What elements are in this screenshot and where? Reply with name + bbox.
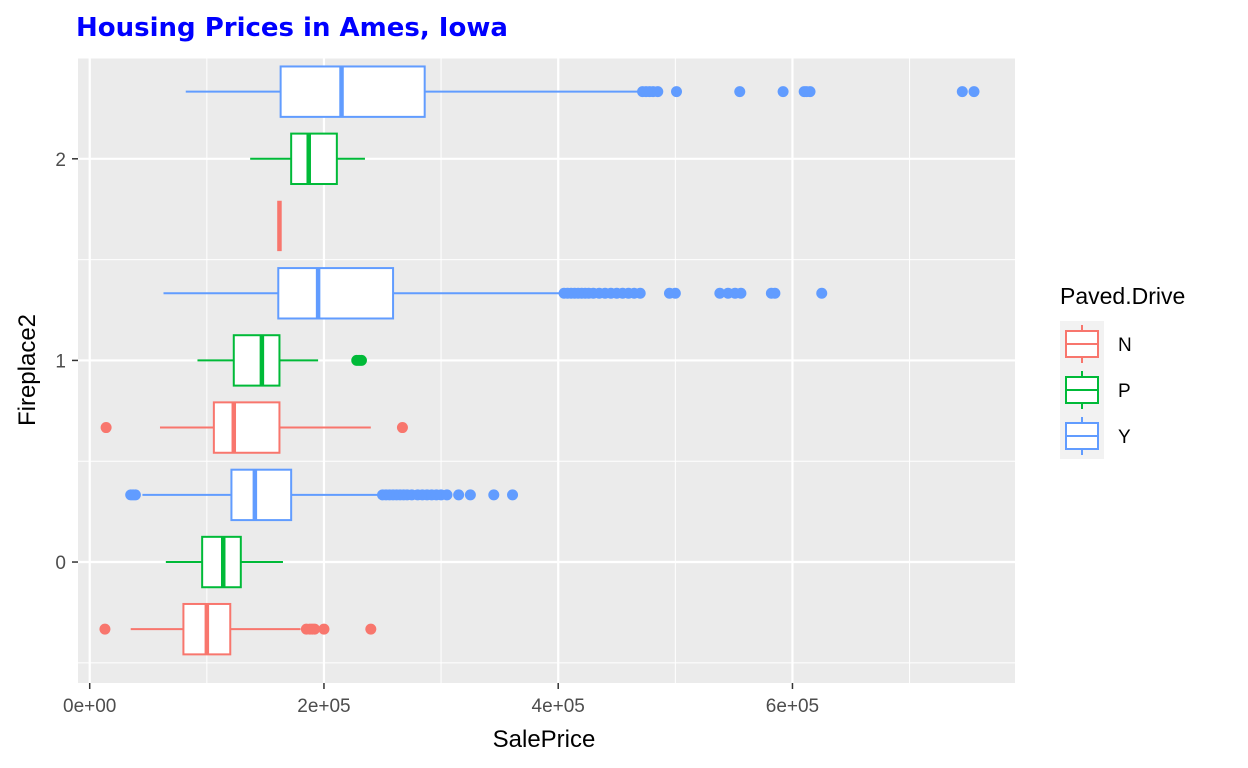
chart-title: Housing Prices in Ames, Iowa [76, 13, 508, 43]
panel-background [78, 58, 1015, 683]
outlier-point [488, 489, 500, 501]
outlier-point [507, 489, 519, 501]
outlier-point [634, 287, 646, 299]
x-tick-label: 6e+05 [766, 696, 819, 717]
legend-key-Y [1060, 413, 1104, 459]
outlier-point [652, 86, 664, 98]
outlier-point [129, 489, 141, 501]
x-tick-label: 0e+00 [63, 696, 116, 717]
outlier-point [355, 354, 367, 366]
outlier-point [956, 86, 968, 98]
outlier-point [714, 287, 726, 299]
iqr-box [290, 132, 338, 186]
legend-title: Paved.Drive [1060, 283, 1185, 309]
legend-key-N [1060, 321, 1104, 367]
iqr-box [232, 334, 281, 387]
plot-panel [78, 58, 1015, 683]
outlier-point [669, 287, 681, 299]
box-2-P [250, 132, 365, 186]
box-0-P [165, 535, 283, 589]
outlier-point [318, 623, 330, 635]
box-2-Y [185, 65, 980, 118]
outlier-point [100, 422, 112, 434]
box-1-Y [163, 267, 828, 320]
y-tick-label: 2 [55, 150, 66, 171]
y-tick-label: 1 [55, 351, 66, 372]
box-0-N [99, 602, 377, 656]
outlier-point [816, 287, 828, 299]
outlier-point [804, 86, 816, 98]
outlier-point [968, 86, 980, 98]
legend: Paved.Drive N P Y [1060, 283, 1185, 459]
outlier-point [309, 623, 321, 635]
outlier-point [365, 623, 377, 635]
outlier-point [671, 86, 683, 98]
outlier-point [99, 623, 111, 635]
outlier-point [453, 489, 465, 501]
legend-label-N: N [1118, 335, 1132, 356]
y-axis-title: Fireplace2 [14, 314, 41, 426]
x-axis: 0e+00 2e+05 4e+05 6e+05 [63, 683, 819, 717]
box-1-P [197, 334, 367, 387]
outlier-point [734, 86, 746, 98]
x-tick-label: 4e+05 [532, 696, 585, 717]
iqr-box [277, 267, 395, 320]
iqr-box [230, 468, 293, 522]
x-axis-title: SalePrice [493, 726, 596, 753]
y-axis: 0 1 2 [55, 150, 78, 574]
iqr-box [212, 401, 281, 454]
outlier-point [769, 287, 781, 299]
legend-key-P [1060, 367, 1104, 413]
boxes-layer [99, 65, 980, 656]
outlier-point [396, 422, 408, 434]
box-0-Y [125, 468, 519, 522]
x-tick-label: 2e+05 [297, 696, 350, 717]
outlier-point [735, 287, 747, 299]
outlier-point [441, 489, 453, 501]
box-1-N [100, 401, 408, 454]
legend-label-P: P [1118, 381, 1131, 402]
y-tick-label: 0 [55, 553, 66, 574]
legend-label-Y: Y [1118, 427, 1131, 448]
outlier-point [777, 86, 789, 98]
iqr-box [279, 65, 426, 118]
outlier-point [464, 489, 476, 501]
